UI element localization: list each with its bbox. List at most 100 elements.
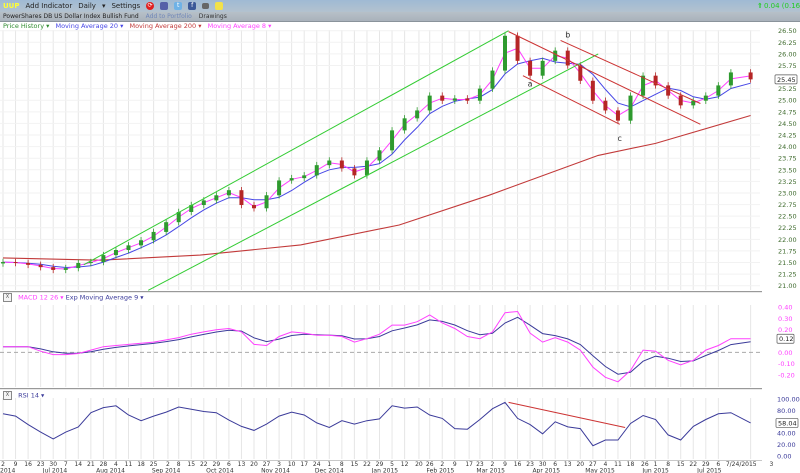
add-indicator-button[interactable]: Add Indicator xyxy=(25,2,73,10)
x-axis-tick-label: 13 xyxy=(564,461,572,468)
x-axis-tick-label: 1 xyxy=(654,461,658,468)
camera-icon[interactable] xyxy=(202,3,210,9)
top-toolbar: UUP Add Indicator Daily ▾ Settings ⟳ t f… xyxy=(0,0,800,12)
price-candle xyxy=(540,60,545,76)
x-axis-tick-label: 26 xyxy=(426,461,434,468)
add-to-portfolio-link[interactable]: Add to Portfolio xyxy=(145,13,192,20)
macd-title[interactable]: MACD 12 26 ▾ xyxy=(18,293,64,302)
price-axis-label: 23.50 xyxy=(778,166,797,174)
x-axis-tick-label: 15 xyxy=(677,461,685,468)
price-candle xyxy=(703,95,708,101)
wave-label-c: c xyxy=(618,134,622,143)
macd-axis-label: -0.10 xyxy=(778,360,795,368)
price-candle xyxy=(402,118,407,131)
legend-price-history[interactable]: Price History ▾ xyxy=(3,22,50,30)
price-candle xyxy=(666,85,671,96)
x-axis-tick-label: 2 xyxy=(1,461,5,468)
price-candle xyxy=(603,100,608,111)
x-axis-month-label: Nov 2014 xyxy=(261,468,290,473)
price-axis-label: 21.25 xyxy=(778,271,797,279)
macd-close-icon[interactable]: X xyxy=(3,293,12,302)
x-axis-tick-label: 29 xyxy=(376,461,384,468)
price-candle xyxy=(590,80,595,101)
price-axis-label: 21.00 xyxy=(778,282,797,290)
x-axis-month-label: May 2015 xyxy=(585,468,615,473)
x-axis-tick-label: 12 xyxy=(401,461,409,468)
chevron-down-icon[interactable]: ▾ xyxy=(101,2,106,10)
price-candle xyxy=(628,95,633,121)
price-axis-label: 23.25 xyxy=(778,178,797,186)
price-candle xyxy=(716,85,721,96)
signal-title[interactable]: Exp Moving Average 9 ▾ xyxy=(65,293,144,302)
rsi-axis-label: 0.00 xyxy=(777,453,791,461)
refresh-icon[interactable]: ⟳ xyxy=(146,2,155,10)
fund-name: PowerShares DB US Dollar Index Bullish F… xyxy=(3,13,139,20)
x-axis-tick-label: 2 xyxy=(491,461,495,468)
last-rsi-value: 58.04 xyxy=(778,419,797,427)
ma20-line xyxy=(2,57,751,269)
print-icon[interactable] xyxy=(160,2,169,10)
price-candle xyxy=(465,98,470,101)
x-axis-tick-label: 13 xyxy=(238,461,246,468)
price-axis-label: 25.25 xyxy=(778,85,797,93)
drawings-button[interactable]: Drawings xyxy=(198,13,227,20)
sub-toolbar: PowerShares DB US Dollar Index Bullish F… xyxy=(0,12,800,22)
price-candle xyxy=(113,250,118,256)
x-axis-tick-label: 23 xyxy=(37,461,45,468)
x-axis-tick-label: 9 xyxy=(453,461,457,468)
price-candle xyxy=(352,168,357,176)
twitter-icon[interactable]: t xyxy=(174,2,183,10)
x-axis-month-label: Apr 2015 xyxy=(532,468,560,473)
macd-line xyxy=(3,310,751,383)
red-trend-line xyxy=(522,75,620,125)
rsi-close-icon[interactable]: X xyxy=(3,391,12,400)
price-candle xyxy=(214,195,219,201)
price-candle xyxy=(88,262,93,264)
rsi-title[interactable]: RSI 14 ▾ xyxy=(18,391,45,400)
price-candle xyxy=(76,262,81,269)
macd-signal-line xyxy=(3,316,751,375)
x-axis-tick-label: 6 xyxy=(716,461,720,468)
ma200-line xyxy=(2,114,751,261)
x-axis-tick-label: 29 xyxy=(702,461,710,468)
legend-ma200[interactable]: Moving Average 200 ▾ xyxy=(129,22,202,30)
toolbar-items: UUP Add Indicator Daily ▾ Settings ⟳ t f xyxy=(3,0,224,12)
price-candle xyxy=(503,35,507,71)
facebook-icon[interactable]: f xyxy=(188,2,197,10)
x-axis-tick-label: 9 xyxy=(14,461,18,468)
price-candle xyxy=(239,190,244,206)
price-candle xyxy=(339,160,344,169)
last-rsi-box xyxy=(775,418,799,428)
rsi-axis-label: 100.00 xyxy=(777,396,800,404)
panel-separator xyxy=(0,291,762,293)
x-axis-tick-label: 6 xyxy=(553,461,557,468)
macd-axis-label: 0.40 xyxy=(778,304,792,312)
x-axis-tick-label: 6 xyxy=(227,461,231,468)
x-axis-tick-label: 20 xyxy=(415,461,423,468)
x-axis-tick-label: 16 xyxy=(24,461,32,468)
sticky-note-icon[interactable] xyxy=(215,2,224,10)
x-axis-tick-label: 2 xyxy=(166,461,170,468)
x-axis-tick-label: 22 xyxy=(689,461,697,468)
period-select[interactable]: Daily xyxy=(78,2,96,10)
price-candle xyxy=(38,264,43,268)
x-axis-tick-label: 17 xyxy=(300,461,308,468)
symbol-label[interactable]: UUP xyxy=(3,2,20,10)
price-candle xyxy=(553,50,558,61)
price-axis-label: 24.25 xyxy=(778,132,797,140)
legend-ma20[interactable]: Moving Average 20 ▾ xyxy=(55,22,124,30)
price-candle xyxy=(528,60,533,76)
rsi-axis-label: 80.00 xyxy=(777,407,796,415)
price-candle xyxy=(151,231,156,241)
rsi-trend-line xyxy=(508,401,626,428)
x-axis-tick-label: 3 xyxy=(277,461,281,468)
rsi-line xyxy=(2,401,751,447)
legend-ma8[interactable]: Moving Average 8 ▾ xyxy=(207,22,272,30)
x-axis-tick-label: 8 xyxy=(666,461,670,468)
price-candle xyxy=(51,267,56,270)
settings-button[interactable]: Settings xyxy=(111,2,141,10)
price-axis-label: 22.25 xyxy=(778,224,797,232)
price-candle xyxy=(252,205,256,209)
price-candle xyxy=(176,211,181,223)
